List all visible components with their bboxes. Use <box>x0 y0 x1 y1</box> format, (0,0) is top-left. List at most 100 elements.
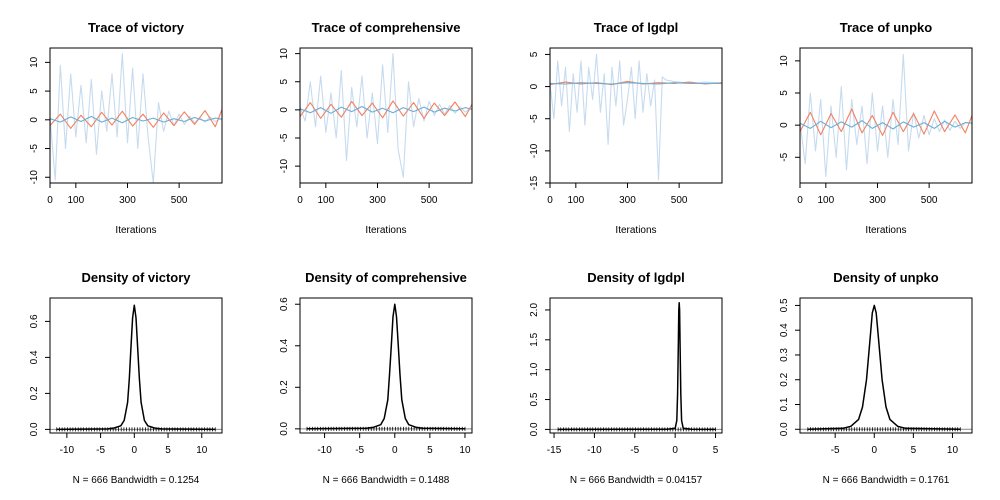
x-axis-label: N = 666 Bandwidth = 0.1488 <box>323 475 450 486</box>
y-tick-label: 0.2 <box>279 380 290 394</box>
chain-line-2 <box>50 109 222 129</box>
x-tick-label: -10 <box>317 445 332 456</box>
y-tick-label: 0.4 <box>779 323 790 337</box>
panel-title: Trace of lgdpl <box>594 20 679 35</box>
panel-title: Density of unpko <box>833 270 939 285</box>
plot-frame <box>299 47 473 184</box>
y-tick-label: 0.5 <box>779 298 790 312</box>
x-tick-label: 100 <box>317 195 334 206</box>
y-tick-label: 0.4 <box>279 338 290 352</box>
x-tick-label: -5 <box>355 445 364 456</box>
x-tick-label: -5 <box>96 445 105 456</box>
density-panel-lgdpl: -15 -10 -5 0 5 0.0 0.5 1.0 1.5 2.0 Density of lgdp… <box>529 270 723 486</box>
plot-frame <box>799 297 973 434</box>
y-tick-label: 0.0 <box>279 421 290 435</box>
plot-frame <box>549 47 723 184</box>
y-tick-label: 0 <box>279 107 290 113</box>
y-tick-label: 10 <box>779 55 790 67</box>
x-tick-label: 0 <box>797 195 803 206</box>
density-curve <box>558 302 716 431</box>
y-tick-label: 0.6 <box>279 297 290 311</box>
x-tick-label: 300 <box>619 195 636 206</box>
y-tick-label: 2.0 <box>529 303 540 317</box>
x-tick-label: 500 <box>671 195 688 206</box>
x-tick-label: 5 <box>165 445 171 456</box>
trace-panel-unpko: 0 100 300 500 -5 0 5 10 Trace of unpko Iterations <box>779 20 973 236</box>
chain-line-2 <box>300 100 472 119</box>
y-tick-label: -15 <box>529 175 540 190</box>
y-tick-label: 0 <box>529 83 540 89</box>
plot-frame <box>549 297 723 434</box>
x-tick-label: 500 <box>421 195 438 206</box>
y-tick-label: 5 <box>29 88 40 94</box>
x-axis-label: N = 666 Bandwidth = 0.1761 <box>823 475 950 486</box>
plot-frame <box>299 297 473 434</box>
y-tick-label: 10 <box>29 56 40 68</box>
panel-title: Trace of victory <box>88 20 185 35</box>
x-tick-label: 0 <box>47 195 53 206</box>
plot-area <box>50 304 222 432</box>
plot-frame <box>799 47 973 184</box>
x-tick-label: 10 <box>947 445 959 456</box>
x-tick-label: 5 <box>427 445 433 456</box>
density-curve <box>807 304 961 431</box>
density-curve <box>306 303 466 430</box>
plot-area <box>800 304 972 432</box>
x-tick-label: 10 <box>459 445 471 456</box>
x-tick-label: 0 <box>672 445 678 456</box>
x-tick-label: -15 <box>547 445 562 456</box>
chain-line-1 <box>50 53 221 183</box>
chain-line-3 <box>50 115 222 124</box>
plot-area <box>550 302 722 432</box>
x-tick-label: 0 <box>547 195 553 206</box>
y-tick-label: -5 <box>29 144 40 153</box>
y-tick-label: 5 <box>779 90 790 96</box>
y-tick-label: 0 <box>29 117 40 123</box>
chain-line-3 <box>300 105 472 114</box>
x-tick-label: 0 <box>132 445 138 456</box>
y-tick-label: 0.2 <box>779 372 790 386</box>
panel-title: Trace of unpko <box>840 20 933 35</box>
chain-line-1 <box>800 53 971 178</box>
panel-title: Density of lgdpl <box>587 270 685 285</box>
x-tick-label: 0 <box>871 445 877 456</box>
x-tick-label: 500 <box>921 195 938 206</box>
plot-area <box>50 53 222 183</box>
x-tick-label: -10 <box>60 445 75 456</box>
trace-panel-comprehensive: 0 100 300 500 -10 -5 0 5 10 Trace of comprehensiv… <box>279 20 473 236</box>
y-tick-label: 0.1 <box>779 397 790 411</box>
x-tick-label: 5 <box>911 445 917 456</box>
trace-panel-lgdpl: 0 100 300 500 -15 -10 -5 0 5 Trace of lgdpl Iterat… <box>529 20 723 236</box>
x-tick-label: 5 <box>713 445 719 456</box>
panel-title: Density of victory <box>81 270 191 285</box>
density-panel-unpko: -5 0 5 10 0.0 0.1 0.2 0.3 0.4 0.5 Density of unpko… <box>779 270 973 486</box>
plot-area <box>300 53 472 178</box>
y-tick-label: 5 <box>529 51 540 57</box>
x-tick-label: 100 <box>567 195 584 206</box>
x-tick-label: 100 <box>67 195 84 206</box>
y-tick-label: -10 <box>279 158 290 173</box>
density-panel-comprehensive: -10 -5 0 5 10 0.0 0.2 0.4 0.6 Density of comprehe… <box>279 270 473 486</box>
y-tick-label: 0.2 <box>29 386 40 400</box>
x-axis-label: Iterations <box>115 225 156 236</box>
plot-area <box>800 53 972 178</box>
trace-panel-victory: 0 100 300 500 -10 -5 0 5 10 Trace of victory Itera… <box>29 20 223 236</box>
density-curve <box>56 304 216 431</box>
x-axis-label: Iterations <box>615 225 656 236</box>
y-tick-label: 1.5 <box>529 332 540 346</box>
plot-frame <box>49 297 223 434</box>
x-tick-label: 100 <box>817 195 834 206</box>
y-tick-label: 0.0 <box>529 422 540 436</box>
density-panel-victory: -10 -5 0 5 10 0.0 0.2 0.4 0.6 Density of victory N… <box>29 270 223 486</box>
chain-line-2 <box>800 108 972 136</box>
y-tick-label: 1.0 <box>529 362 540 376</box>
y-tick-label: 0.3 <box>779 348 790 362</box>
plot-area <box>550 53 722 181</box>
x-tick-label: 0 <box>392 445 398 456</box>
y-tick-label: 5 <box>279 79 290 85</box>
x-axis-label: N = 666 Bandwidth = 0.1254 <box>73 475 200 486</box>
y-tick-label: 0.0 <box>29 422 40 436</box>
x-tick-label: 300 <box>369 195 386 206</box>
y-tick-label: 0.0 <box>779 422 790 436</box>
